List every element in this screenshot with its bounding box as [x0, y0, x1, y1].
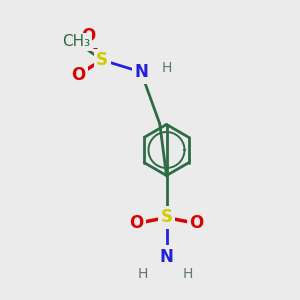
Text: S: S [96, 51, 108, 69]
Text: O: O [129, 214, 144, 232]
Text: O: O [71, 66, 85, 84]
Text: O: O [81, 27, 96, 45]
Text: CH₃: CH₃ [62, 34, 91, 50]
Text: O: O [189, 214, 204, 232]
Text: H: H [137, 268, 148, 281]
Text: N: N [134, 63, 148, 81]
Text: H: H [182, 268, 193, 281]
Text: N: N [160, 248, 173, 266]
Text: H: H [161, 61, 172, 74]
Text: S: S [160, 208, 172, 226]
